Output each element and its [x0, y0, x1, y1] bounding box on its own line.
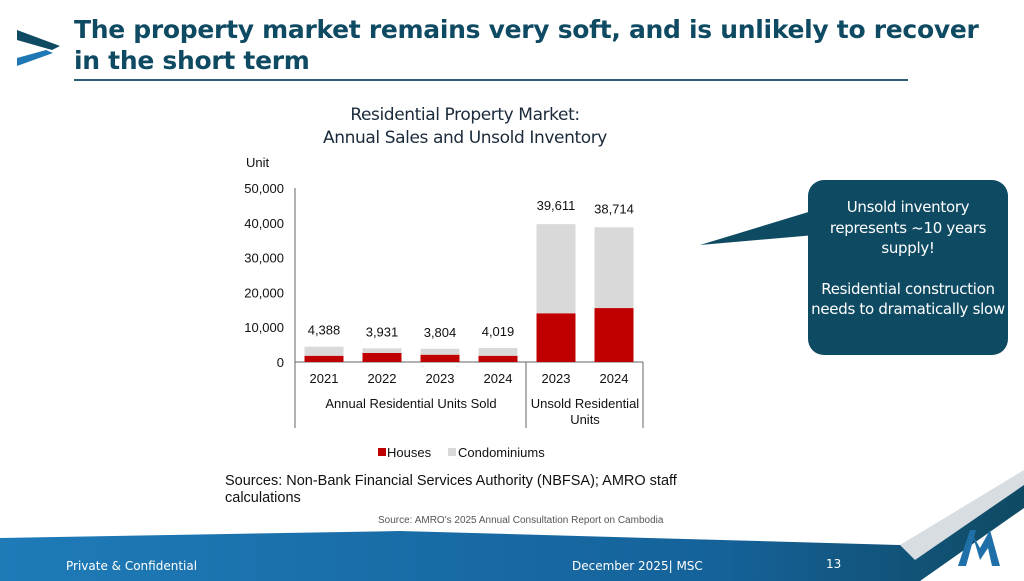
x-tick-label: 2022 [368, 371, 397, 386]
chart-title-line-2: Annual Sales and Unsold Inventory [323, 128, 607, 148]
y-tick-label: 20,000 [244, 285, 284, 300]
page-number: 13 [826, 557, 842, 571]
chevron-logo-top [17, 30, 60, 50]
y-tick-label: 40,000 [244, 216, 284, 231]
bar-condominiums-0 [304, 346, 344, 356]
footer-confidential: Private & Confidential [66, 559, 198, 573]
data-label: 39,611 [537, 198, 576, 213]
bar-condominiums-1 [362, 348, 402, 353]
amro-logo-left [958, 530, 976, 566]
data-label: 38,714 [594, 201, 634, 216]
y-tick-label: 30,000 [244, 251, 284, 266]
bar-houses-5 [594, 308, 634, 362]
bar-condominiums-2 [420, 348, 460, 355]
legend-houses-swatch [378, 448, 386, 456]
callout-box: Unsold inventory represents ~10 years su… [808, 180, 1008, 355]
amro-logo-right [970, 530, 1000, 566]
bar-houses-3 [478, 355, 518, 362]
bar-houses-1 [362, 352, 402, 362]
chart-sources: Sources: Non-Bank Financial Services Aut… [225, 473, 677, 506]
data-label: 4,019 [482, 324, 515, 339]
bar-condominiums-3 [478, 348, 518, 356]
x-tick-label: 2021 [310, 371, 339, 386]
y-tick-label: 0 [277, 355, 284, 370]
x-tick-label: 2024 [484, 371, 513, 386]
legend-houses-label: Houses [387, 445, 432, 460]
footer-shadow [900, 470, 1024, 560]
footer-date: December 2025| MSC [572, 559, 703, 573]
chevron-logo-bottom [17, 50, 53, 66]
y-tick-label: 10,000 [244, 320, 284, 335]
data-label: 3,804 [424, 325, 457, 340]
footer-band [0, 480, 1024, 581]
group-label-unsold-line1: Unsold Residential [531, 396, 640, 411]
legend-condos-label: Condominiums [458, 445, 545, 460]
y-tick-label: 50,000 [244, 181, 284, 196]
chart-title-line-1: Residential Property Market: [350, 105, 580, 125]
callout-text-2: Residential construction needs to dramat… [811, 279, 1005, 319]
chart-title: Residential Property Market: Annual Sale… [250, 104, 680, 150]
bar-houses-0 [304, 355, 344, 362]
x-tick-label: 2023 [426, 371, 455, 386]
report-source: Source: AMRO's 2025 Annual Consultation … [378, 515, 664, 526]
bar-condominiums-5 [594, 227, 634, 309]
callout-text-1: Unsold inventory represents ~10 years su… [829, 198, 987, 257]
group-label-sold: Annual Residential Units Sold [325, 396, 496, 411]
data-label: 3,931 [366, 324, 399, 339]
group-label-unsold-line2: Units [570, 412, 600, 427]
legend-condos-swatch [448, 448, 456, 456]
x-tick-label: 2024 [600, 371, 629, 386]
callout-pointer [700, 210, 815, 245]
bar-houses-2 [420, 354, 460, 362]
x-tick-label: 2023 [542, 371, 571, 386]
y-axis-label: Unit [246, 155, 270, 170]
data-label: 4,388 [308, 323, 341, 338]
page-title: The property market remains very soft, a… [74, 15, 979, 75]
bar-condominiums-4 [536, 224, 576, 314]
title-divider [74, 79, 908, 81]
stacked-bar-chart: Unit 0 10,000 20,000 30,000 40,000 50,000 4,388… [244, 155, 644, 460]
bar-houses-4 [536, 313, 576, 362]
